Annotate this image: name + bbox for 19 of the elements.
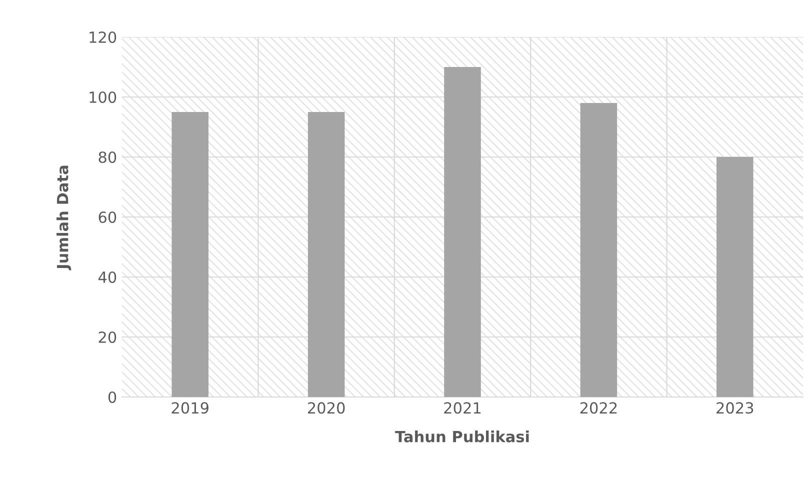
y-axis-title: Jumlah Data <box>56 166 72 270</box>
y-tick-label: 120 <box>90 31 116 44</box>
bar <box>444 67 481 397</box>
y-tick-label: 60 <box>98 211 116 224</box>
x-tick-label: 2020 <box>308 402 345 414</box>
x-tick-label: 2019 <box>172 402 208 414</box>
bar <box>172 112 208 397</box>
x-tick-label: 2022 <box>580 402 617 414</box>
bar <box>580 103 618 397</box>
x-tick-label: 2023 <box>716 402 754 414</box>
y-tick-label: 100 <box>90 91 116 104</box>
x-axis-title: Tahun Publikasi <box>395 430 529 442</box>
y-tick-label: 20 <box>98 331 116 344</box>
bar <box>308 112 345 397</box>
y-tick-label: 40 <box>98 271 116 284</box>
y-tick-label: 0 <box>108 391 116 404</box>
y-tick-label: 80 <box>98 151 116 164</box>
x-tick-label: 2021 <box>444 402 481 414</box>
bar <box>716 157 754 397</box>
